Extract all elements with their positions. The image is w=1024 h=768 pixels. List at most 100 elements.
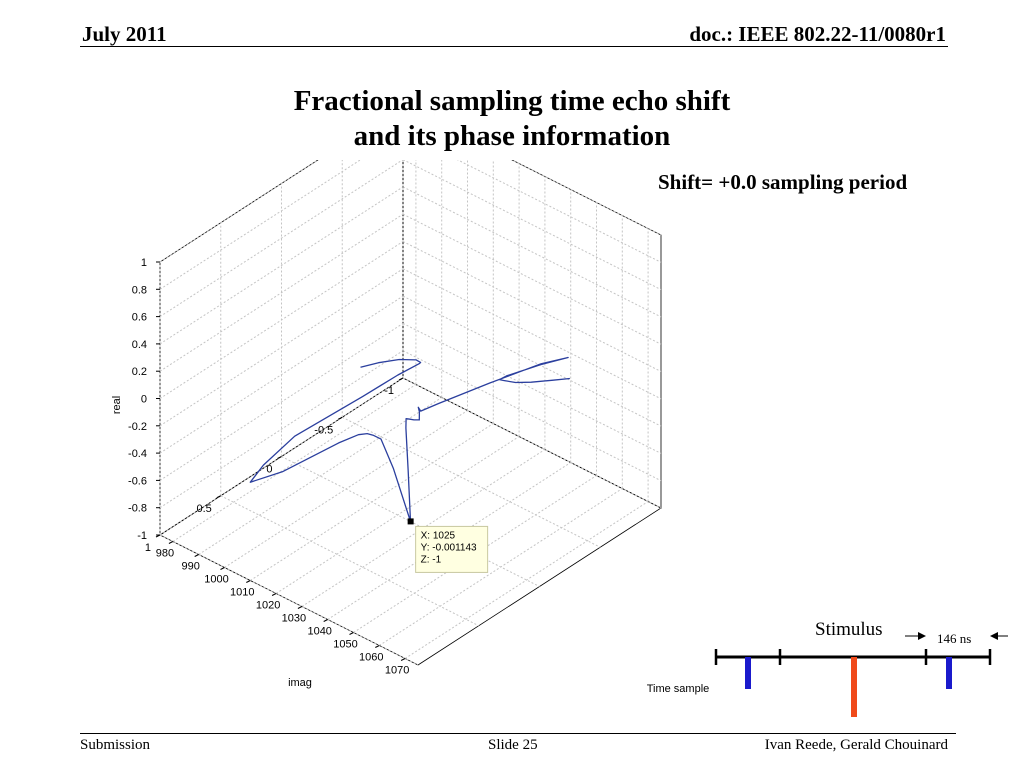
- y-tick-label: -1: [384, 385, 394, 397]
- x-tick: [349, 632, 354, 635]
- chart-ticks: -1-0.8-0.6-0.4-0.200.20.40.60.81-1-0.500…: [128, 257, 409, 677]
- chart-series: [249, 356, 570, 523]
- footer-slide-number: Slide 25: [488, 737, 538, 753]
- grid-line-z-side: [159, 350, 404, 509]
- grid-line-z-back: [402, 295, 662, 427]
- x-tick: [375, 645, 380, 648]
- x-tick-label: 1060: [359, 652, 383, 664]
- x-tick: [297, 606, 303, 609]
- x-tick-label: 1030: [282, 613, 306, 625]
- x-tick-label: 1070: [385, 665, 409, 677]
- z-tick-label: -0.4: [128, 448, 147, 460]
- grid-line-z-back: [402, 377, 662, 509]
- grid-line-z-back: [402, 268, 662, 400]
- interval-label: 146 ns: [937, 631, 971, 646]
- chart-axis-labels: real imag Time sample: [111, 396, 709, 695]
- datatip-marker: [407, 518, 414, 525]
- stimulus-timing-diagram: Stimulus 146 ns: [714, 619, 1008, 717]
- grid-line-z-back: [511, 160, 662, 236]
- datatip-line-2: Z: -1: [421, 554, 442, 565]
- y-tick: [277, 456, 282, 459]
- y-tick-label: 1: [145, 542, 151, 554]
- z-tick-label: 0.6: [132, 312, 147, 324]
- x-tick-label: 1020: [256, 600, 280, 612]
- datatip-line-0: X: 1025: [421, 530, 456, 541]
- stimulus-label: Stimulus: [815, 619, 883, 640]
- header-date: July 2011: [82, 22, 167, 46]
- footer-submission: Submission: [80, 737, 151, 753]
- interval-arrowhead-right: [990, 632, 998, 640]
- x-tick: [168, 541, 174, 544]
- grid-line-z-side: [159, 160, 319, 263]
- grid-line-z-side: [159, 186, 404, 345]
- z-tick-label: 0: [141, 394, 147, 406]
- y-tick: [398, 377, 404, 381]
- grid-line-z-side: [159, 241, 404, 399]
- grid-line-z-side: [159, 213, 404, 372]
- grid-line-z-side: [159, 160, 404, 318]
- header-rule: [80, 46, 948, 47]
- header-doc-id: doc.: IEEE 802.22-11/0080r1: [689, 22, 946, 46]
- shift-label: Shift= +0.0 sampling period: [658, 170, 908, 194]
- grid-line-y-floor: [342, 416, 601, 548]
- grid-line-z-side: [159, 322, 404, 481]
- x-tick-label: 1010: [230, 587, 254, 599]
- series-line-0: [249, 356, 570, 523]
- x-tick: [194, 554, 199, 557]
- y-tick-label: 0: [266, 464, 272, 476]
- grid-line-z-side: [159, 268, 404, 427]
- z-tick-label: 0.8: [132, 284, 147, 296]
- x-tick: [323, 619, 328, 622]
- z-tick-label: -0.6: [128, 475, 147, 487]
- z-tick-label: -1: [137, 530, 147, 542]
- grid-line-z-side: [159, 160, 362, 290]
- x-tick: [271, 593, 277, 596]
- echo-marker-left: [745, 657, 751, 689]
- grid-line-y-floor: [220, 495, 479, 627]
- slide-title-line-1: Fractional sampling time echo shift: [293, 85, 731, 117]
- x-tick-label: 1040: [307, 626, 331, 638]
- grid-line-z-back: [402, 322, 662, 454]
- y-tick: [155, 534, 161, 538]
- echo-marker-right: [946, 657, 952, 689]
- footer-rule: [80, 733, 956, 734]
- footer-authors: Ivan Reede, Gerald Chouinard: [764, 737, 948, 753]
- z-tick-label: 0.2: [132, 366, 147, 378]
- grid-line-z-back: [402, 241, 662, 372]
- x-axis-label: Time sample: [647, 683, 710, 695]
- z-axis-label: real: [111, 396, 123, 414]
- grid-line-z-back: [402, 213, 662, 345]
- grid-line-z-back: [402, 350, 662, 482]
- stimulus-marker: [851, 657, 857, 717]
- y-tick-label: 0.5: [196, 503, 211, 515]
- z-tick-label: -0.8: [128, 503, 147, 515]
- z-tick-label: -0.2: [128, 421, 147, 433]
- z-tick-label: 1: [141, 257, 147, 269]
- x-tick: [220, 567, 225, 570]
- x-tick: [400, 658, 406, 661]
- grid-line-x-floor: [172, 384, 417, 542]
- interval-arrowhead-left: [918, 632, 926, 640]
- y-tick: [338, 416, 343, 420]
- x-tick-label: 990: [182, 561, 200, 573]
- x-tick: [246, 580, 251, 583]
- grid-line-z-back: [402, 186, 662, 318]
- echo-3d-line-chart: -1-0.8-0.6-0.4-0.200.20.40.60.81-1-0.500…: [111, 160, 1008, 717]
- datatip-box: [415, 525, 489, 573]
- grid-line-z-side: [159, 295, 404, 454]
- x-tick-label: 1050: [333, 639, 357, 651]
- datatip-line-1: Y: -0.001143: [421, 542, 477, 553]
- slide-title: Fractional sampling time echo shift and …: [0, 84, 1024, 154]
- z-tick-label: 0.4: [132, 339, 147, 351]
- y-axis-label: imag: [288, 677, 312, 689]
- y-tick-label: -0.5: [314, 424, 333, 436]
- grid-line-x-floor: [198, 397, 442, 555]
- x-tick-label: 1000: [204, 574, 228, 586]
- y-tick: [216, 495, 221, 499]
- grid-line-z-back: [402, 160, 662, 291]
- grid-line-x-floor: [275, 436, 520, 594]
- slide-title-line-2: and its phase information: [353, 120, 671, 152]
- grid-line-z-back: [456, 160, 662, 263]
- grid-line-x-floor: [404, 501, 649, 659]
